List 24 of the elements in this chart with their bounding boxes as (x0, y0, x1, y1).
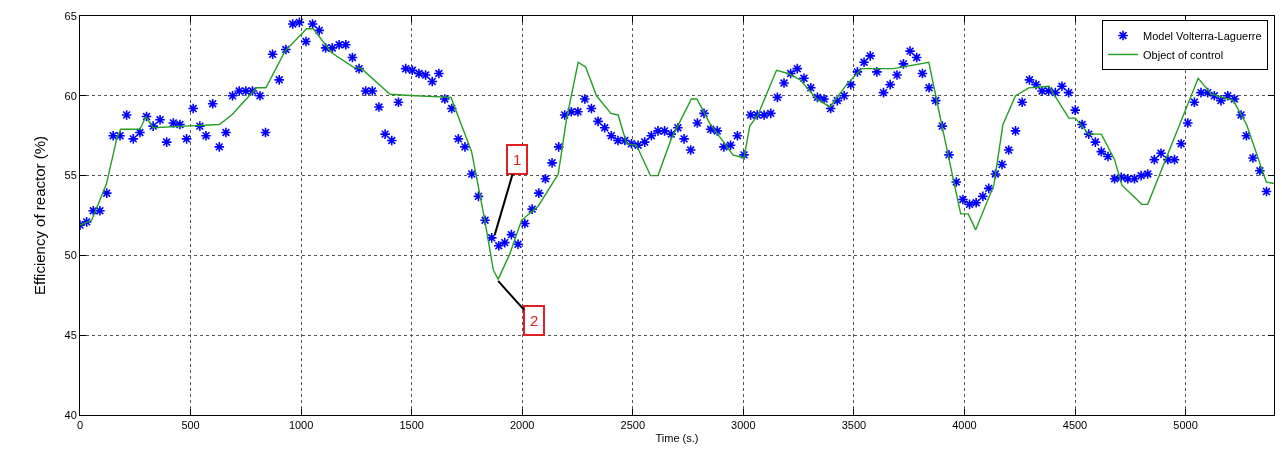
line-series (80, 28, 1274, 281)
y-tick-label: 60 (64, 89, 77, 102)
x-tick-label: 1500 (399, 419, 424, 432)
annotation: 2 (530, 312, 539, 329)
legend-label: Object of control (1143, 48, 1224, 61)
y-tick-label: 40 (64, 408, 77, 421)
x-tick-label: 500 (181, 419, 200, 432)
x-tick-label: 0 (76, 419, 84, 432)
legend-label: Model Volterra-Laguerre (1143, 29, 1262, 42)
y-tick-label: 55 (64, 169, 77, 182)
annotation: 1 (513, 151, 522, 168)
x-tick-label: 3000 (731, 419, 756, 432)
x-tick-label: 2000 (509, 419, 535, 432)
x-tick-label: 2500 (620, 419, 646, 432)
x-tick-label: 4000 (952, 419, 977, 432)
x-axis-title: Time (s.) (655, 432, 699, 445)
x-tick-label: 5000 (1173, 419, 1198, 432)
x-tick-label: 3500 (841, 419, 867, 432)
y-axis-title: Efficiency of reactor (%) (30, 136, 48, 295)
y-tick-label: 45 (64, 329, 77, 342)
y-tick-label: 50 (64, 249, 77, 262)
x-tick-label: 1000 (288, 419, 314, 432)
x-tick-label: 4500 (1062, 419, 1088, 432)
y-tick-label: 65 (64, 9, 77, 22)
